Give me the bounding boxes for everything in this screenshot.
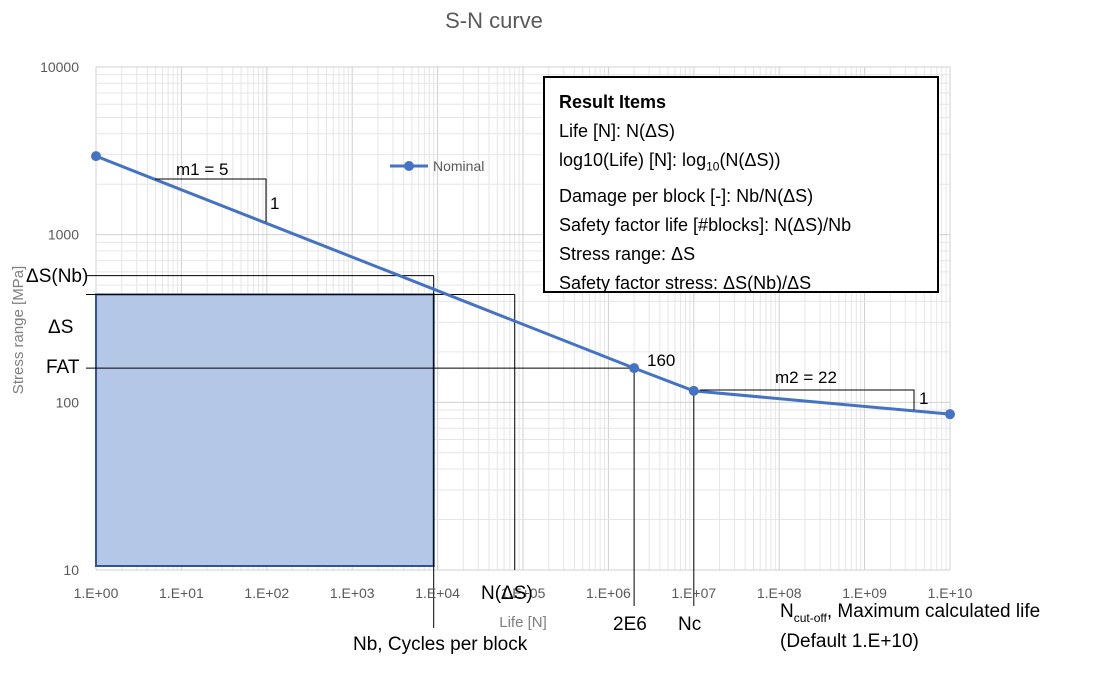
y-tick-label: 1000	[48, 227, 79, 243]
result-line-stress-range: Stress range: ΔS	[559, 243, 696, 264]
y-tick-label: 100	[56, 394, 80, 410]
x-tick-label: 1.E+02	[244, 585, 289, 601]
y-tick-labels: 10 100 1000 10000	[40, 59, 79, 578]
fat-value-label: 160	[647, 351, 675, 370]
fat-label: FAT	[46, 357, 80, 378]
delta-s-label: ΔS	[48, 317, 73, 338]
x-tick-label: 1.E+04	[415, 585, 460, 601]
data-point	[629, 363, 640, 374]
legend-label: Nominal	[433, 158, 484, 174]
y-axis-title: Stress range [MPa]	[10, 266, 27, 394]
x-tick-label: 1.E+05	[501, 585, 546, 601]
y-tick-label: 10000	[40, 59, 79, 75]
result-line-log-life: log10(Life) [N]: log10(N(ΔS))	[559, 150, 781, 174]
slope-m2-label: m2 = 22	[775, 368, 837, 387]
reference-lines	[86, 275, 695, 628]
x-tick-label: 1.E+01	[159, 585, 204, 601]
result-line-safety-life: Safety factor life [#blocks]: N(ΔS)/Nb	[559, 214, 852, 235]
data-point	[945, 409, 955, 420]
n-delta-s-label: N(ΔS)	[481, 583, 533, 604]
slope-m2: m2 = 22 1	[700, 368, 928, 410]
n-cutoff-default: (Default 1.E+10)	[780, 630, 919, 652]
chart-title: S-N curve	[445, 8, 543, 33]
stress-block	[95, 293, 435, 567]
data-point	[688, 385, 699, 396]
nc-label: Nc	[678, 614, 701, 635]
x-tick-label: 1.E+03	[330, 585, 375, 601]
x-tick-label: 1.E+07	[671, 585, 716, 601]
slope-m1-label: m1 = 5	[176, 160, 228, 179]
x-tick-label: 1.E+06	[586, 585, 631, 601]
two-e6-label: 2E6	[613, 614, 647, 635]
series-line	[95, 154, 951, 416]
x-tick-label: 1.E+00	[74, 585, 119, 601]
slope-m1-one: 1	[270, 194, 279, 213]
x-tick-label: 1.E+09	[842, 585, 887, 601]
stress-block-rect	[95, 293, 435, 567]
slope-m1: m1 = 5 1	[155, 160, 279, 222]
result-line-damage: Damage per block [-]: Nb/N(ΔS)	[559, 185, 814, 206]
result-line-safety-stress: Safety factor stress: ΔS(Nb)/ΔS	[559, 272, 812, 293]
result-items-title: Result Items	[559, 92, 667, 112]
x-tick-label: 1.E+10	[928, 585, 973, 601]
y-tick-label: 10	[63, 562, 79, 578]
x-tick-label: 1.E+08	[757, 585, 802, 601]
series-nominal	[91, 151, 955, 420]
x-tick-labels: 1.E+00 1.E+01 1.E+02 1.E+03 1.E+04 1.E+05 1.E+…	[74, 585, 973, 601]
result-items-box: Result Items Life [N]: N(ΔS) log10(Life)…	[543, 76, 939, 293]
slope-m2-one: 1	[919, 389, 928, 408]
delta-s-nb-label: ΔS(Nb)	[26, 266, 88, 287]
x-axis-title: Life [N]	[499, 614, 547, 631]
legend: Nominal	[390, 158, 484, 174]
legend-marker	[404, 161, 414, 171]
result-line-life: Life [N]: N(ΔS)	[559, 121, 676, 141]
n-cutoff-note: Ncut-off, Maximum calculated life (Defau…	[780, 601, 1041, 652]
nb-label: Nb, Cycles per block	[353, 634, 528, 655]
data-point	[91, 151, 101, 162]
